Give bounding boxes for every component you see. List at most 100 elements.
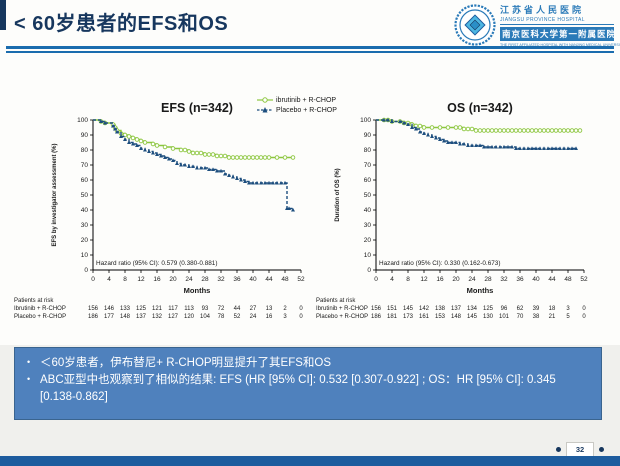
svg-text:32: 32 [217, 276, 225, 283]
svg-text:40: 40 [532, 276, 540, 283]
risk-count: 5 [566, 314, 570, 320]
hospital-name-cn: 江苏省人民医院 [500, 5, 585, 15]
svg-text:60: 60 [364, 177, 372, 184]
svg-text:Months: Months [184, 286, 211, 295]
risk-count: 173 [402, 314, 414, 320]
svg-text:70: 70 [81, 162, 89, 169]
efs-km-chart: 0 10 20 30 40 50 60 70 80 90 100 0 4 8 12 16 20 24 28 32 36 4… [47, 100, 309, 305]
svg-text:24: 24 [185, 276, 193, 283]
page-number: 32 [566, 442, 594, 457]
risk-count: 78 [217, 314, 225, 320]
risk-count: 52 [233, 314, 241, 320]
svg-text:8: 8 [123, 276, 127, 283]
svg-text:4: 4 [107, 276, 111, 283]
risk-count: 72 [217, 306, 225, 312]
svg-text:OS (n=342): OS (n=342) [447, 101, 513, 115]
svg-text:Months: Months [467, 286, 494, 295]
risk-count: 113 [184, 306, 194, 312]
risk-row: Placebo + R-CHOP 186 181 173 161 153 148 145 130… [316, 314, 616, 322]
svg-text:8: 8 [406, 276, 410, 283]
svg-text:80: 80 [364, 147, 372, 154]
prev-slide-button[interactable] [556, 447, 561, 452]
risk-count: 3 [566, 306, 570, 312]
svg-text:100: 100 [360, 117, 371, 124]
hospital-affiliation-en: THE FIRST AFFILIATED HOSPITAL WITH NANJI… [500, 42, 620, 47]
legend-item: ibrutinib + R-CHOP [257, 95, 337, 105]
svg-text:20: 20 [169, 276, 177, 283]
risk-row: Placebo + R-CHOP 186 177 148 137 132 127 120 104… [14, 314, 314, 322]
svg-text:12: 12 [137, 276, 145, 283]
risk-count: 151 [386, 306, 398, 312]
risk-count: 121 [151, 306, 163, 312]
risk-count: 142 [418, 306, 430, 312]
svg-text:60: 60 [81, 177, 89, 184]
risk-count: 133 [119, 306, 131, 312]
svg-text:36: 36 [233, 276, 241, 283]
risk-count: 62 [516, 306, 524, 312]
risk-count: 145 [466, 314, 478, 320]
svg-text:12: 12 [420, 276, 428, 283]
risk-count: 21 [548, 314, 556, 320]
risk-count: 70 [516, 314, 524, 320]
risk-count: 137 [135, 314, 147, 320]
svg-text:44: 44 [548, 276, 556, 283]
svg-text:Duration of OS (%): Duration of OS (%) [335, 168, 341, 221]
svg-text:EFS by investigator assessment: EFS by investigator assessment (%) [52, 143, 58, 246]
triangle-marker-icon [257, 107, 273, 113]
risk-count: 177 [103, 314, 115, 320]
svg-text:36: 36 [516, 276, 524, 283]
risk-row-label: Ibrutinib + R-CHOP [316, 306, 368, 312]
risk-count: 181 [386, 314, 398, 320]
svg-text:52: 52 [580, 276, 588, 283]
svg-text:48: 48 [564, 276, 572, 283]
risk-count: 137 [450, 306, 462, 312]
risk-count: 18 [548, 306, 556, 312]
risk-count: 44 [233, 306, 241, 312]
risk-count: 132 [151, 314, 163, 320]
svg-text:10: 10 [81, 252, 89, 259]
risk-count: 93 [201, 306, 209, 312]
legend-label: ibrutinib + R-CHOP [276, 96, 337, 104]
risk-count: 24 [249, 314, 257, 320]
svg-text:24: 24 [468, 276, 476, 283]
risk-count: 153 [434, 314, 446, 320]
efs-patients-at-risk-table: Patients at risk Ibrutinib + R-CHOP 156 146… [14, 298, 314, 328]
risk-count: 2 [283, 306, 287, 312]
risk-count: 156 [87, 306, 99, 312]
svg-text:20: 20 [452, 276, 460, 283]
svg-text:40: 40 [249, 276, 257, 283]
risk-row-label: Placebo + R-CHOP [14, 314, 67, 320]
risk-count: 127 [167, 314, 179, 320]
risk-count: 117 [168, 306, 178, 312]
svg-text:28: 28 [484, 276, 492, 283]
risk-count: 104 [199, 314, 211, 320]
svg-text:0: 0 [374, 276, 378, 283]
svg-text:Hazard ratio (95% CI): 0.579 (: Hazard ratio (95% CI): 0.579 (0.380-0.88… [96, 260, 218, 267]
risk-count: 101 [498, 314, 510, 320]
svg-text:20: 20 [364, 237, 372, 244]
next-slide-button[interactable] [599, 447, 604, 452]
risk-row: Ibrutinib + R-CHOP 156 146 133 125 121 117 113 9… [14, 306, 314, 314]
risk-count: 0 [582, 306, 586, 312]
svg-text:90: 90 [364, 132, 372, 139]
svg-text:20: 20 [81, 237, 89, 244]
svg-text:52: 52 [297, 276, 305, 283]
summary-bullets: ＜60岁患者，伊布替尼+ R-CHOP明显提升了其EFS和OSABC亚型中也观察… [25, 355, 591, 405]
svg-text:EFS (n=342): EFS (n=342) [161, 101, 233, 115]
risk-count: 96 [500, 306, 508, 312]
risk-count: 186 [87, 314, 99, 320]
risk-count: 186 [370, 314, 382, 320]
risk-count: 138 [434, 306, 446, 312]
svg-text:48: 48 [281, 276, 289, 283]
risk-count: 0 [582, 314, 586, 320]
hospital-logo-badge-icon [454, 4, 496, 46]
risk-count: 146 [103, 306, 115, 312]
svg-text:Hazard ratio (95% CI): 0.330 (: Hazard ratio (95% CI): 0.330 (0.162-0.67… [379, 260, 501, 267]
risk-count: 39 [532, 306, 540, 312]
svg-text:32: 32 [500, 276, 508, 283]
hospital-name-en: JIANGSU PROVINCE HOSPITAL [500, 17, 614, 25]
risk-row-label: Placebo + R-CHOP [316, 314, 369, 320]
summary-box: ＜60岁患者，伊布替尼+ R-CHOP明显提升了其EFS和OSABC亚型中也观察… [14, 347, 602, 420]
